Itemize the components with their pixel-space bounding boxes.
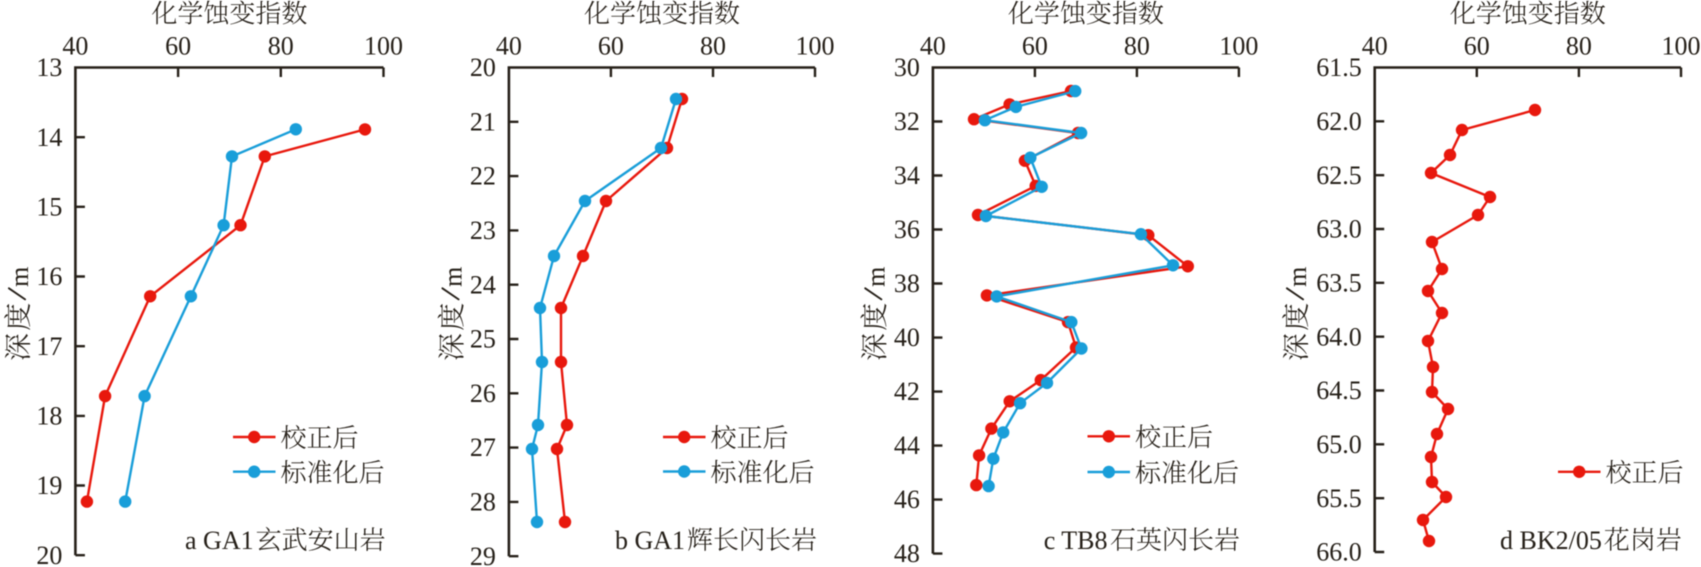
- svg-text:m: m: [1283, 267, 1312, 287]
- svg-text:40: 40: [1362, 31, 1388, 60]
- svg-text:40: 40: [62, 31, 88, 60]
- svg-text:15: 15: [36, 192, 62, 221]
- svg-text:44: 44: [894, 431, 920, 460]
- svg-text:42: 42: [894, 377, 920, 406]
- svg-text:40: 40: [920, 31, 946, 60]
- svg-text:18: 18: [36, 402, 62, 431]
- svg-text:20: 20: [36, 541, 62, 567]
- svg-text:48: 48: [894, 539, 920, 567]
- svg-text:38: 38: [894, 269, 920, 298]
- svg-text:80: 80: [700, 31, 726, 60]
- svg-text:m: m: [861, 267, 890, 287]
- svg-text:60: 60: [1464, 31, 1490, 60]
- svg-text:26: 26: [470, 379, 496, 408]
- svg-text:30: 30: [894, 53, 920, 82]
- svg-text:65.5: 65.5: [1316, 484, 1362, 513]
- svg-text:c TB8: c TB8: [1044, 526, 1108, 555]
- svg-text:100: 100: [364, 31, 403, 60]
- svg-text:80: 80: [268, 31, 294, 60]
- svg-text:29: 29: [470, 542, 496, 567]
- svg-text:62.5: 62.5: [1316, 161, 1362, 190]
- svg-text:14: 14: [36, 123, 62, 152]
- svg-text:a GA1: a GA1: [185, 526, 254, 555]
- svg-text:34: 34: [894, 161, 920, 190]
- svg-text:62.0: 62.0: [1316, 107, 1362, 136]
- svg-text:20: 20: [470, 53, 496, 82]
- svg-text:25: 25: [470, 325, 496, 354]
- svg-text:60: 60: [165, 31, 191, 60]
- svg-text:21: 21: [470, 107, 496, 136]
- svg-text:13: 13: [36, 53, 62, 82]
- svg-text:40: 40: [496, 31, 522, 60]
- svg-text:100: 100: [796, 31, 835, 60]
- svg-text:63.0: 63.0: [1316, 215, 1362, 244]
- svg-text:23: 23: [470, 216, 496, 245]
- svg-text:66.0: 66.0: [1316, 538, 1362, 567]
- svg-text:60: 60: [598, 31, 624, 60]
- svg-text:28: 28: [470, 488, 496, 517]
- svg-text:m: m: [5, 267, 34, 287]
- svg-text:36: 36: [894, 215, 920, 244]
- svg-text:17: 17: [36, 332, 62, 361]
- svg-text:64.5: 64.5: [1316, 376, 1362, 405]
- svg-text:32: 32: [894, 107, 920, 136]
- svg-text:16: 16: [36, 262, 62, 291]
- svg-text:27: 27: [470, 433, 496, 462]
- svg-text:60: 60: [1022, 31, 1048, 60]
- svg-text:d BK2/05: d BK2/05: [1500, 526, 1602, 555]
- svg-text:40: 40: [894, 323, 920, 352]
- svg-text:63.5: 63.5: [1316, 268, 1362, 297]
- svg-text:m: m: [439, 267, 468, 287]
- svg-text:46: 46: [894, 485, 920, 514]
- svg-text:64.0: 64.0: [1316, 322, 1362, 351]
- svg-text:100: 100: [1219, 31, 1258, 60]
- svg-text:19: 19: [36, 471, 62, 500]
- svg-text:24: 24: [470, 270, 496, 299]
- svg-text:65.0: 65.0: [1316, 430, 1362, 459]
- svg-text:61.5: 61.5: [1316, 53, 1362, 82]
- svg-text:22: 22: [470, 162, 496, 191]
- svg-text:b GA1: b GA1: [615, 526, 685, 555]
- svg-text:80: 80: [1124, 31, 1150, 60]
- svg-text:80: 80: [1566, 31, 1592, 60]
- svg-text:100: 100: [1662, 31, 1701, 60]
